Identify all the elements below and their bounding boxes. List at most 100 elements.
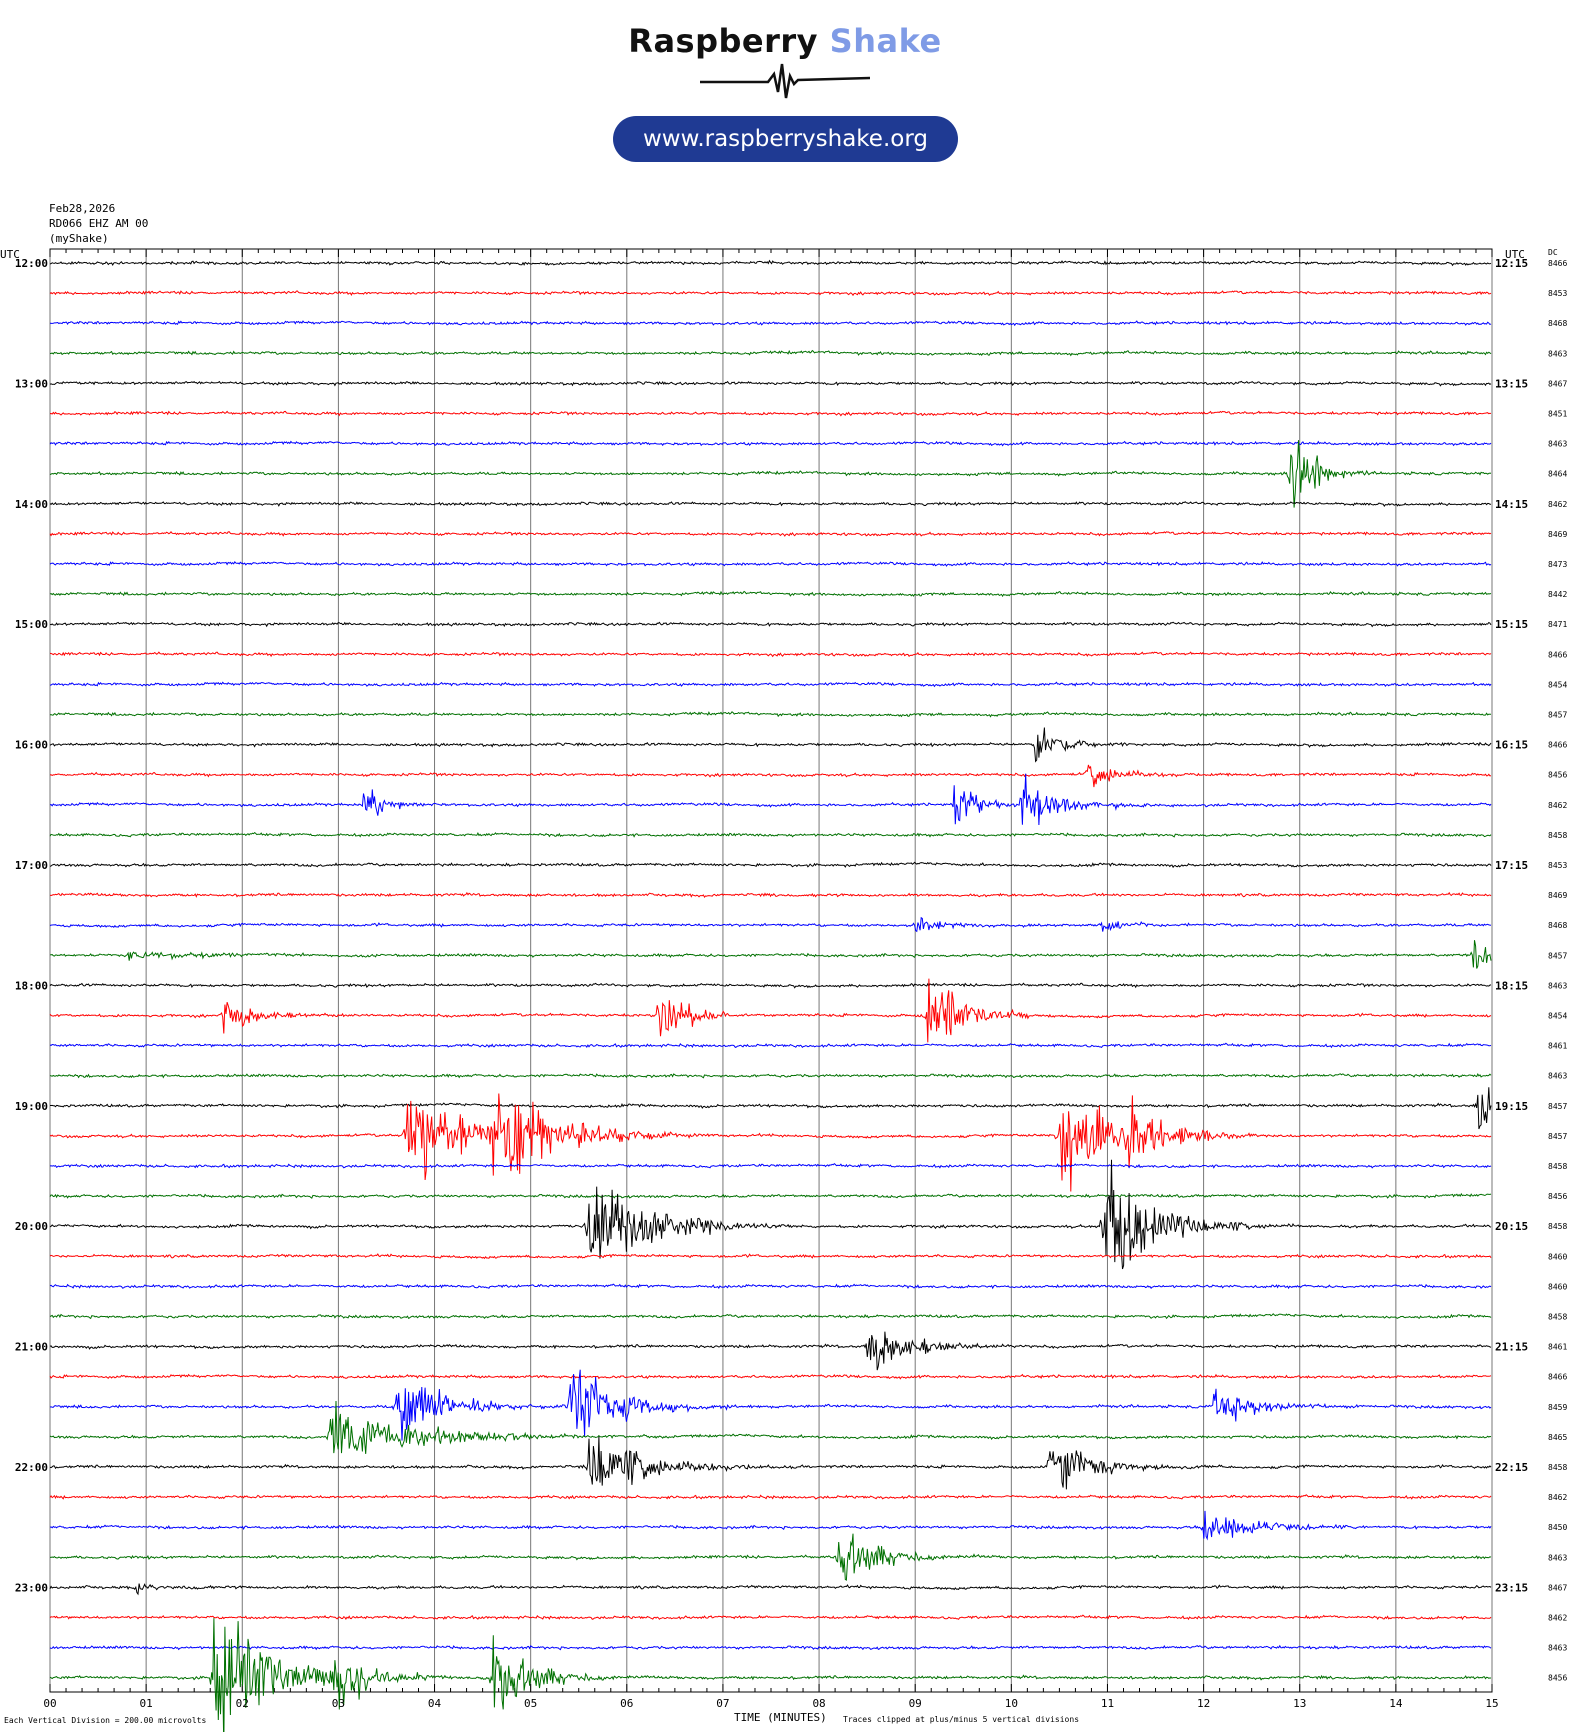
dc-offset-label: 8466: [1548, 741, 1567, 750]
dc-offset-label: 8462: [1548, 1493, 1567, 1502]
x-tick-label: 15: [1485, 1697, 1498, 1710]
dc-offset-label: 8451: [1548, 410, 1567, 419]
trace-row-33: [49, 1253, 1492, 1260]
x-tick-label: 00: [43, 1697, 56, 1710]
right-time-label: 19:15: [1495, 1100, 1528, 1113]
trace-row-45: [49, 1614, 1492, 1621]
dc-offset-label: 8469: [1548, 891, 1567, 900]
dc-offset-label: 8442: [1548, 590, 1567, 599]
trace-row-46: [49, 1644, 1492, 1651]
left-time-label: 23:00: [15, 1581, 48, 1594]
trace-row-29: [49, 1093, 1492, 1192]
trace-row-47: [49, 1618, 1492, 1732]
trace-layer: [49, 259, 1492, 1732]
trace-row-14: [49, 681, 1492, 688]
dc-offset-label: 8463: [1548, 349, 1567, 358]
trace-row-2: [49, 320, 1492, 327]
dc-offset-label: 8450: [1548, 1523, 1567, 1532]
trace-row-3: [49, 349, 1492, 357]
logo-title: Raspberry Shake: [0, 22, 1570, 60]
dc-offset-label: 8463: [1548, 1553, 1567, 1562]
left-time-label: 21:00: [15, 1341, 48, 1354]
dc-offset-label: 8461: [1548, 1343, 1567, 1352]
right-time-label: 16:15: [1495, 739, 1528, 752]
x-tick-label: 09: [909, 1697, 922, 1710]
trace-row-12: [49, 621, 1492, 628]
trace-row-1: [49, 290, 1492, 297]
x-tick-label: 12: [1197, 1697, 1210, 1710]
dc-offset-label: 8460: [1548, 1282, 1567, 1291]
x-axis-title: TIME (MINUTES): [734, 1711, 827, 1724]
x-tick-label: 07: [716, 1697, 729, 1710]
dc-offset-label: 8468: [1548, 921, 1567, 930]
dc-offset-label: 8464: [1548, 470, 1567, 479]
trace-row-11: [49, 590, 1492, 598]
dc-offset-label: 8459: [1548, 1403, 1567, 1412]
dc-offset-label: 8454: [1548, 1012, 1567, 1021]
trace-row-41: [49, 1494, 1492, 1500]
dc-offset-label: 8454: [1548, 680, 1567, 689]
trace-row-0: [49, 259, 1492, 267]
trace-row-8: [49, 501, 1491, 508]
trace-row-28: [50, 1087, 1492, 1130]
trace-row-21: [49, 891, 1492, 898]
trace-row-40: [49, 1436, 1492, 1490]
dc-offset-label: 8458: [1548, 1222, 1567, 1231]
trace-row-43: [49, 1533, 1492, 1581]
x-tick-label: 02: [236, 1697, 249, 1710]
trace-row-30: [49, 1163, 1492, 1169]
header-source: (myShake): [49, 232, 109, 245]
dc-offset-label: 8456: [1548, 771, 1567, 780]
x-tick-label: 05: [524, 1697, 537, 1710]
utc-left-label: UTC: [0, 248, 20, 261]
trace-row-31: [49, 1192, 1492, 1199]
dc-offset-label: 8463: [1548, 1644, 1567, 1653]
logo-seismograph-icon: [700, 63, 870, 99]
dc-header-label: DC: [1548, 248, 1558, 257]
trace-row-32: [49, 1159, 1492, 1270]
left-time-label: 14:00: [15, 498, 48, 511]
x-tick-label: 01: [140, 1697, 153, 1710]
trace-row-22: [49, 916, 1492, 933]
trace-row-38: [49, 1369, 1492, 1441]
right-time-label: 20:15: [1495, 1220, 1528, 1233]
x-tick-label: 13: [1293, 1697, 1306, 1710]
trace-row-26: [49, 1042, 1492, 1049]
trace-row-16: [49, 727, 1492, 763]
dc-offset-label: 8453: [1548, 861, 1567, 870]
dc-offset-label: 8469: [1548, 530, 1567, 539]
trace-row-39: [49, 1400, 1492, 1454]
trace-row-44: [49, 1583, 1492, 1596]
header-station: RD066 EHZ AM 00: [49, 217, 149, 230]
trace-row-25: [49, 978, 1492, 1043]
trace-row-24: [49, 982, 1492, 989]
dc-offset-label: 8456: [1548, 1192, 1567, 1201]
left-time-label: 15:00: [15, 618, 48, 631]
right-time-label: 23:15: [1495, 1581, 1528, 1594]
trace-row-13: [49, 651, 1492, 658]
x-tick-label: 14: [1389, 1697, 1403, 1710]
dc-offset-label: 8458: [1548, 831, 1567, 840]
dc-offset-label: 8457: [1548, 951, 1567, 960]
header-date: Feb28,2026: [49, 202, 116, 215]
dc-offset-label: 8467: [1548, 379, 1567, 388]
label-layer: 00 01 02 03 04 05 06 07 08 09 10 11 12 13 14 15 8466 8453…: [0, 248, 1567, 1710]
dc-offset-label: 8462: [1548, 801, 1567, 810]
trace-row-7: [49, 440, 1492, 508]
left-time-label: 17:00: [15, 859, 48, 872]
website-url-link[interactable]: www.raspberryshake.org: [613, 116, 958, 162]
logo-word-shake: Shake: [829, 22, 942, 60]
trace-row-36: [49, 1331, 1492, 1371]
trace-row-37: [49, 1373, 1492, 1380]
right-time-label: 17:15: [1495, 859, 1528, 872]
dc-offset-label: 8457: [1548, 1132, 1567, 1141]
dc-offset-label: 8467: [1548, 1583, 1567, 1592]
trace-row-10: [49, 561, 1492, 567]
right-time-label: 15:15: [1495, 618, 1528, 631]
right-time-label: 18:15: [1495, 979, 1528, 992]
trace-row-5: [49, 410, 1492, 417]
trace-row-4: [49, 380, 1492, 387]
dc-offset-label: 8453: [1548, 289, 1567, 298]
trace-row-19: [49, 831, 1492, 838]
